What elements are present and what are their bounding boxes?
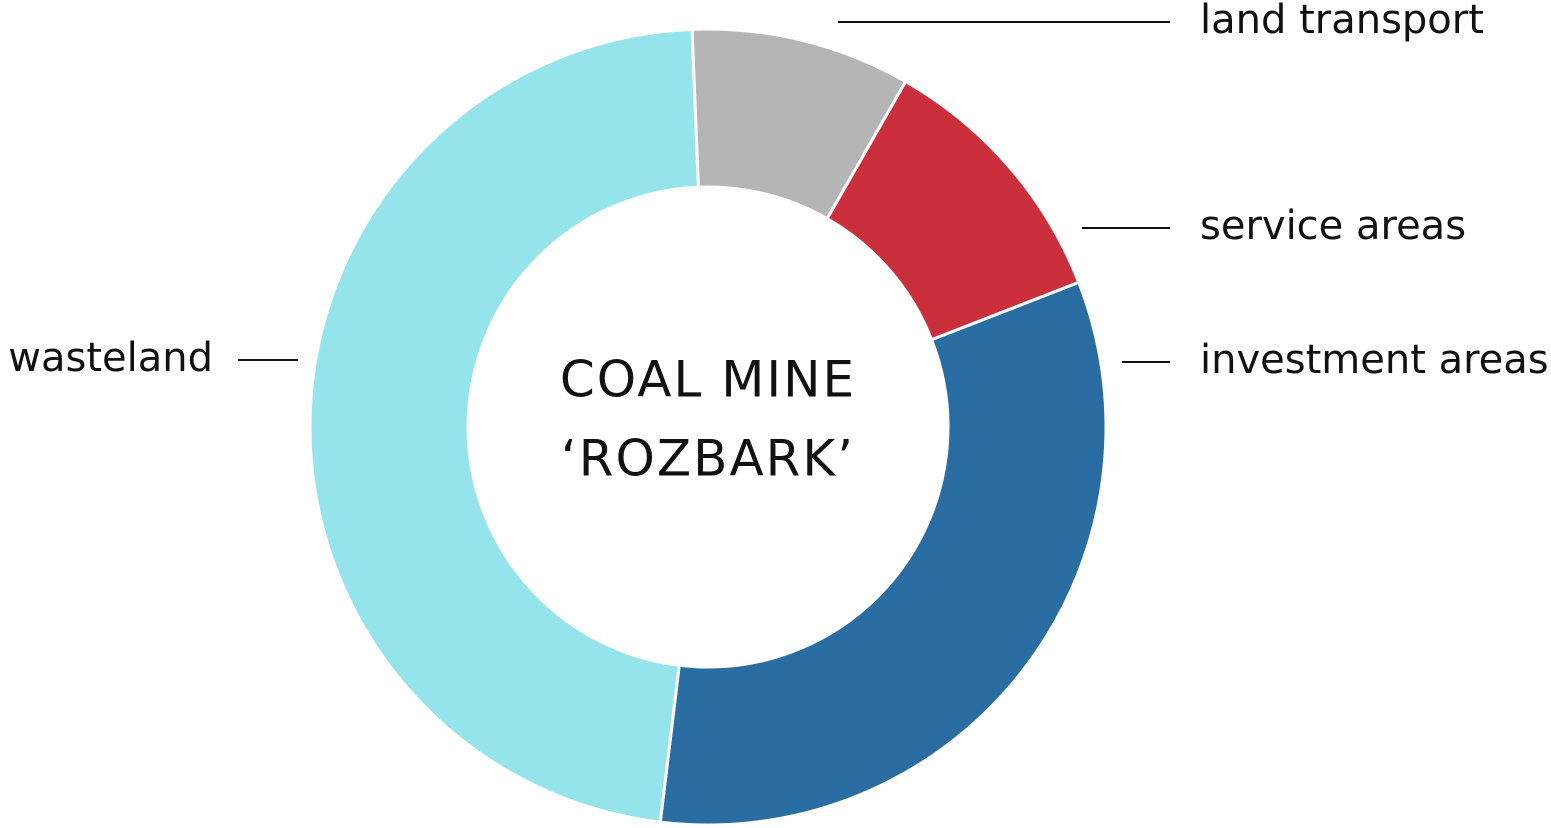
donut-segment [658, 280, 1108, 827]
legend-label: service areas [1200, 203, 1466, 249]
chart-title: COAL MINE [560, 351, 856, 409]
donut-segment [308, 27, 700, 824]
legend-label: land transport [1200, 0, 1484, 43]
donut [308, 27, 1108, 827]
legend-label: investment areas [1200, 337, 1549, 383]
chart-title: ‘ROZBARK’ [561, 430, 855, 488]
legend-label: wasteland [8, 335, 213, 381]
